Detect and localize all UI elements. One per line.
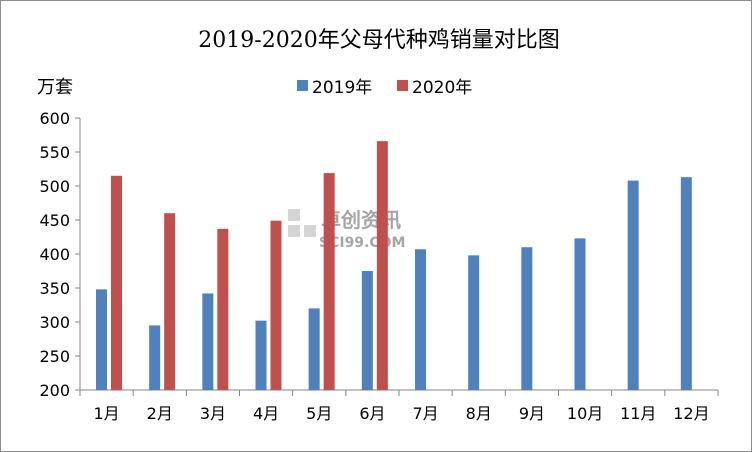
y-tick-label: 600: [39, 109, 70, 128]
chart-title: 2019-2020年父母代种鸡销量对比图: [198, 28, 559, 53]
y-tick-label: 300: [39, 313, 70, 332]
x-tick-label: 1月: [93, 404, 119, 423]
bar-2020: [217, 228, 229, 390]
y-tick-label: 250: [39, 347, 70, 366]
legend-swatch: [397, 80, 408, 91]
bar-2019: [96, 289, 107, 390]
y-tick-label: 400: [39, 245, 70, 264]
bar-2019: [255, 320, 267, 390]
x-tick-label: 2月: [147, 404, 173, 423]
bar-2020: [323, 173, 335, 390]
bar-2019: [202, 293, 214, 390]
bar-2020: [376, 141, 388, 390]
bar-2020: [111, 175, 122, 390]
y-tick-label: 500: [39, 177, 70, 196]
y-tick-label: 200: [39, 381, 70, 400]
legend-label: 2020年: [412, 78, 472, 98]
x-tick-label: 12月: [673, 404, 709, 423]
y-tick-labels: 200 250 300 350 400 450 500 550 600: [39, 109, 70, 400]
y-tick-label: 450: [39, 211, 70, 230]
legend-label: 2019年: [312, 78, 372, 98]
y-axis-label: 万套: [37, 77, 73, 98]
x-tick-label: 6月: [359, 404, 385, 423]
x-tick-labels: 1月 2月 3月 4月 5月 6月 7月 8月 9月 10月 11月 12月: [93, 404, 709, 423]
x-tick-label: 9月: [519, 404, 545, 423]
x-tick-label: 4月: [253, 404, 279, 423]
bar-2019: [415, 249, 426, 390]
x-tick-label: 3月: [200, 404, 226, 423]
x-tick-label: 11月: [620, 404, 656, 423]
bar-2019: [468, 255, 480, 390]
y-tick-label: 550: [39, 143, 70, 162]
watermark-logo-block: [304, 225, 316, 237]
x-tick-label: 8月: [466, 404, 492, 423]
bar-2019: [680, 177, 692, 390]
bar-2020: [270, 220, 282, 390]
bar-2019: [361, 271, 373, 390]
bar-2020: [164, 213, 176, 390]
watermark-logo-block: [288, 209, 300, 221]
bars: [96, 141, 692, 390]
axes: [75, 117, 719, 396]
bar-2019: [308, 308, 320, 390]
y-tick-label: 350: [39, 279, 70, 298]
x-tick-label: 7月: [412, 404, 438, 423]
legend: 2019年 2020年: [297, 78, 472, 98]
bar-2019: [149, 325, 161, 390]
watermark: 卓创资讯 SCI99.COM: [288, 208, 405, 251]
legend-swatch: [297, 80, 308, 91]
bar-2019: [574, 238, 586, 390]
watermark-logo-block: [288, 225, 300, 237]
bar-2019: [521, 247, 533, 390]
x-tick-label: 5月: [306, 404, 332, 423]
x-tick-label: 10月: [567, 404, 603, 423]
bar-2019: [627, 180, 639, 390]
